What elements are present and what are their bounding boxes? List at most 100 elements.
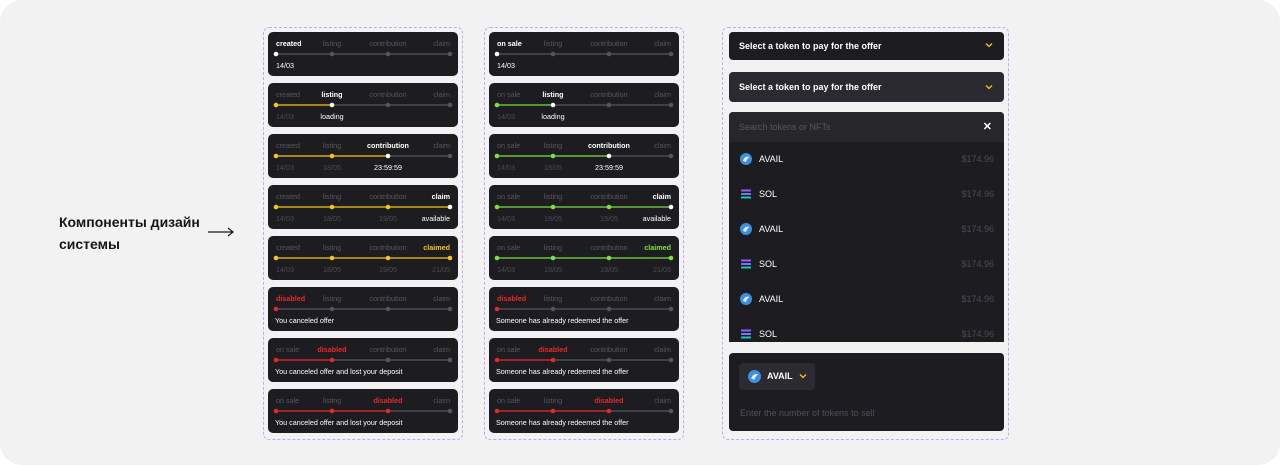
stepper-label: listing — [544, 39, 562, 48]
stepper-sublabel: 14/03 — [497, 214, 515, 223]
stepper-label: listing — [323, 192, 341, 201]
stepper-message: You canceled offer — [275, 316, 335, 325]
stepper-dot — [494, 153, 500, 159]
stepper-label: on sale — [276, 345, 299, 354]
stepper-dot — [668, 408, 674, 414]
stepper-label: on sale — [497, 141, 520, 150]
stepper-label: claim — [433, 90, 450, 99]
stepper-card: created 14/03 listing loading contribution cl… — [268, 83, 458, 127]
token-name: AVAIL — [759, 294, 784, 304]
stepper-dot — [550, 255, 556, 261]
stepper-dot — [385, 357, 391, 363]
token-dropdown: Search tokens or NFTs ✕ AVAIL $174.96 SOL $… — [729, 112, 1004, 342]
token-select-open[interactable]: Select a token to pay for the offer — [729, 72, 1004, 102]
stepper-label: contribution — [590, 192, 627, 201]
token-price: $174.96 — [961, 189, 994, 199]
stepper-label: claim — [654, 39, 671, 48]
stepper-label: disabled — [276, 294, 305, 303]
stepper-dot — [550, 204, 556, 210]
stepper-label: listing — [323, 39, 341, 48]
token-name: SOL — [759, 329, 778, 339]
stepper-card: created 14/03 listing contribution claim — [268, 32, 458, 76]
stepper-card: on sale 14/03 listing 18/05 contribution 19/0… — [489, 185, 679, 229]
avail-icon — [748, 370, 761, 383]
stepper-dot — [329, 153, 335, 159]
stepper-card: on sale 14/03 listing 18/05 contribution 23:5… — [489, 134, 679, 178]
token-pill-button[interactable]: AVAIL — [739, 363, 815, 390]
stepper-label: created — [276, 192, 300, 201]
stepper-label: claim — [433, 345, 450, 354]
token-search[interactable]: Search tokens or NFTs ✕ — [729, 112, 1004, 142]
stepper-dot — [668, 306, 674, 312]
stepper-dot — [385, 306, 391, 312]
stepper-card: on sale 14/03 listing loading contribution cl… — [489, 83, 679, 127]
stepper-dot — [385, 153, 391, 159]
stepper-label: created — [276, 243, 300, 252]
token-name: AVAIL — [759, 224, 784, 234]
stepper-label: listing — [321, 90, 342, 99]
chevron-down-icon — [985, 43, 993, 48]
stepper-sublabel: 19/05 — [379, 214, 397, 223]
token-price: $174.96 — [961, 224, 994, 234]
stepper-label: claim — [654, 396, 671, 405]
token-row[interactable]: AVAIL $174.96 — [729, 142, 1004, 177]
stepper-label: listing — [542, 90, 563, 99]
stepper-dot — [668, 357, 674, 363]
stepper-sublabel: 14/03 — [276, 61, 294, 70]
token-row[interactable]: AVAIL $174.96 — [729, 212, 1004, 247]
stepper-dot — [550, 102, 556, 108]
stepper-label: claimed — [644, 243, 671, 252]
avail-icon — [740, 293, 752, 305]
stepper-dot — [550, 306, 556, 312]
stepper-dot — [494, 408, 500, 414]
stepper-dot — [447, 153, 453, 159]
stepper-dot — [329, 408, 335, 414]
token-row[interactable]: SOL $174.96 — [729, 247, 1004, 282]
stepper-dot — [668, 153, 674, 159]
avail-icon — [740, 223, 752, 235]
stepper-column-frame-1 — [263, 27, 463, 440]
token-price: $174.96 — [961, 294, 994, 304]
stepper-dot — [606, 357, 612, 363]
token-row[interactable]: SOL $174.96 — [729, 177, 1004, 212]
stepper-label: contribution — [369, 90, 406, 99]
chevron-down-icon — [799, 374, 807, 379]
stepper-label: on sale — [276, 396, 299, 405]
stepper-dot — [273, 306, 279, 312]
stepper-label: contribution — [590, 345, 627, 354]
stepper-dot — [494, 255, 500, 261]
stepper-sublabel: 18/05 — [323, 265, 341, 274]
stepper-label: listing — [323, 243, 341, 252]
token-row[interactable]: AVAIL $174.96 — [729, 282, 1004, 317]
stepper-label: contribution — [369, 294, 406, 303]
token-select-label: Select a token to pay for the offer — [739, 41, 882, 51]
stepper-label: on sale — [497, 243, 520, 252]
stepper-sublabel: 14/03 — [497, 61, 515, 70]
sol-icon — [741, 329, 751, 339]
stepper-dot — [385, 51, 391, 57]
stepper-label: contribution — [369, 345, 406, 354]
stepper-sublabel: 14/03 — [276, 112, 294, 121]
stepper-dot — [494, 204, 500, 210]
token-price: $174.96 — [961, 259, 994, 269]
stepper-label: created — [276, 39, 302, 48]
stepper-card: on sale 14/03 listing 18/05 contribution 19/0… — [489, 236, 679, 280]
stepper-sublabel: 23:59:59 — [374, 163, 402, 172]
stepper-label: claim — [433, 294, 450, 303]
token-row[interactable]: SOL $174.96 — [729, 317, 1004, 342]
token-name: SOL — [759, 189, 778, 199]
token-select-closed[interactable]: Select a token to pay for the offer — [729, 32, 1004, 60]
stepper-dot — [668, 255, 674, 261]
stepper-dot — [447, 357, 453, 363]
token-name: SOL — [759, 259, 778, 269]
amount-input[interactable]: Enter the number of tokens to sell — [740, 408, 875, 418]
stepper-label: on sale — [497, 39, 522, 48]
stepper-dot — [447, 255, 453, 261]
design-system-caption: Компоненты дизайн системы — [59, 214, 200, 252]
stepper-sublabel: 19/05 — [600, 214, 618, 223]
close-icon[interactable]: ✕ — [982, 121, 992, 133]
stepper-sublabel: 21/05 — [653, 265, 671, 274]
stepper-label: listing — [323, 396, 341, 405]
stepper-dot — [494, 51, 500, 57]
